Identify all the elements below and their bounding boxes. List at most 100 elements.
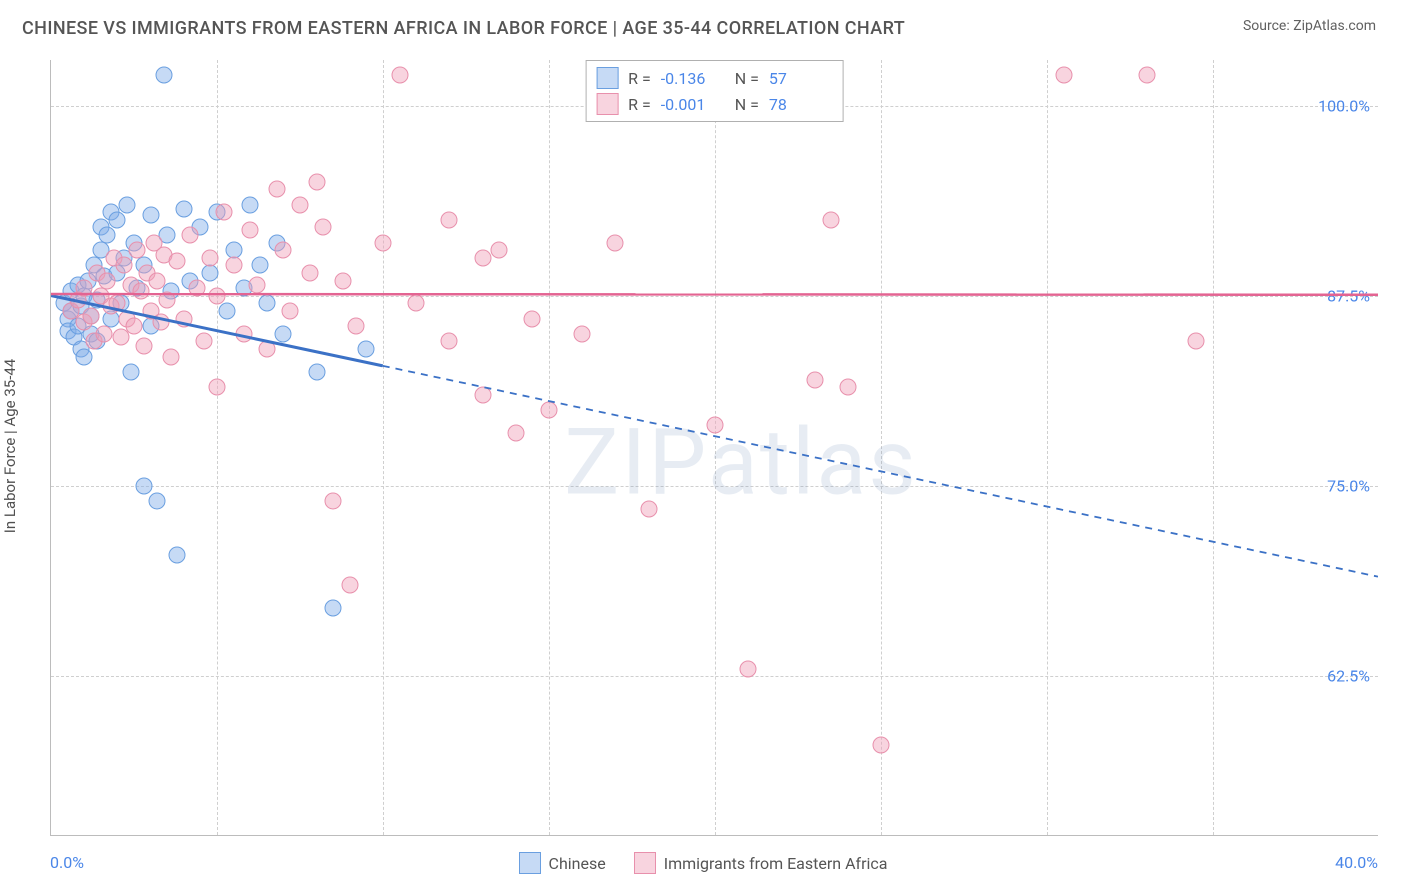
scatter-point (325, 599, 342, 616)
gridline-vertical (217, 60, 218, 835)
scatter-point (524, 310, 541, 327)
scatter-point (252, 257, 269, 274)
scatter-point (707, 417, 724, 434)
legend-item: Immigrants from Eastern Africa (634, 852, 888, 874)
scatter-point (275, 242, 292, 259)
legend-r-value: -0.136 (661, 69, 725, 88)
scatter-point (76, 348, 93, 365)
legend-swatch (519, 852, 541, 874)
scatter-point (491, 242, 508, 259)
scatter-point (175, 201, 192, 218)
gridline-vertical (549, 60, 550, 835)
scatter-point (574, 325, 591, 342)
legend-n-label: N = (735, 95, 759, 114)
scatter-point (126, 318, 143, 335)
scatter-point (358, 341, 375, 358)
scatter-point (135, 478, 152, 495)
scatter-point (441, 333, 458, 350)
chart-plot-area: ZIPatlas R = -0.136 N = 57 R = -0.001 N … (50, 60, 1378, 836)
scatter-point (209, 379, 226, 396)
scatter-point (1138, 67, 1155, 84)
scatter-point (109, 211, 126, 228)
gridline-vertical (383, 60, 384, 835)
legend-r-value: -0.001 (661, 95, 725, 114)
legend-r-label: R = (628, 69, 651, 88)
legend-series: Chinese Immigrants from Eastern Africa (0, 852, 1406, 874)
scatter-point (640, 500, 657, 517)
scatter-point (169, 546, 186, 563)
scatter-point (82, 307, 99, 324)
scatter-point (1055, 67, 1072, 84)
scatter-point (258, 341, 275, 358)
legend-r-label: R = (628, 95, 651, 114)
scatter-point (839, 379, 856, 396)
scatter-point (242, 196, 259, 213)
scatter-point (282, 303, 299, 320)
scatter-point (315, 219, 332, 236)
scatter-point (507, 424, 524, 441)
scatter-point (335, 272, 352, 289)
gridline-vertical (1213, 60, 1214, 835)
y-axis-tick-label: 87.5% (1327, 286, 1370, 305)
scatter-point (375, 234, 392, 251)
scatter-point (116, 257, 133, 274)
scatter-point (235, 325, 252, 342)
y-axis-title: In Labor Force | Age 35-44 (1, 359, 19, 533)
header: CHINESE VS IMMIGRANTS FROM EASTERN AFRIC… (0, 0, 1406, 47)
y-axis-tick-label: 100.0% (1318, 96, 1370, 115)
source-label: Source: ZipAtlas.com (1243, 18, 1376, 34)
scatter-point (806, 371, 823, 388)
scatter-point (308, 173, 325, 190)
scatter-point (441, 211, 458, 228)
legend-correlation-box: R = -0.136 N = 57 R = -0.001 N = 78 (585, 60, 844, 122)
scatter-point (182, 226, 199, 243)
scatter-point (292, 196, 309, 213)
chart-title: CHINESE VS IMMIGRANTS FROM EASTERN AFRIC… (22, 18, 905, 39)
scatter-point (189, 280, 206, 297)
scatter-point (225, 257, 242, 274)
scatter-point (348, 318, 365, 335)
scatter-point (242, 222, 259, 239)
legend-n-value: 78 (769, 95, 833, 114)
scatter-point (202, 265, 219, 282)
scatter-point (325, 493, 342, 510)
scatter-point (474, 249, 491, 266)
scatter-point (248, 277, 265, 294)
scatter-point (119, 196, 136, 213)
gridline-vertical (881, 60, 882, 835)
scatter-point (209, 287, 226, 304)
legend-row: R = -0.001 N = 78 (596, 91, 833, 117)
scatter-point (169, 252, 186, 269)
scatter-point (408, 295, 425, 312)
scatter-point (149, 493, 166, 510)
scatter-point (129, 242, 146, 259)
scatter-point (96, 325, 113, 342)
scatter-point (76, 280, 93, 297)
scatter-point (268, 181, 285, 198)
watermark: ZIPatlas (564, 410, 918, 517)
legend-swatch (634, 852, 656, 874)
scatter-point (341, 576, 358, 593)
legend-series-label: Immigrants from Eastern Africa (664, 854, 888, 873)
scatter-point (142, 207, 159, 224)
scatter-point (740, 660, 757, 677)
legend-swatch (596, 93, 618, 115)
scatter-point (1188, 333, 1205, 350)
scatter-point (202, 249, 219, 266)
legend-n-value: 57 (769, 69, 833, 88)
scatter-point (218, 303, 235, 320)
scatter-point (195, 333, 212, 350)
legend-n-label: N = (735, 69, 759, 88)
scatter-point (132, 283, 149, 300)
legend-row: R = -0.136 N = 57 (596, 65, 833, 91)
scatter-point (308, 363, 325, 380)
gridline-vertical (1047, 60, 1048, 835)
scatter-point (152, 313, 169, 330)
scatter-point (607, 234, 624, 251)
scatter-point (99, 272, 116, 289)
scatter-point (301, 265, 318, 282)
y-axis-tick-label: 62.5% (1327, 667, 1370, 686)
scatter-point (258, 295, 275, 312)
scatter-point (155, 67, 172, 84)
legend-item: Chinese (519, 852, 606, 874)
